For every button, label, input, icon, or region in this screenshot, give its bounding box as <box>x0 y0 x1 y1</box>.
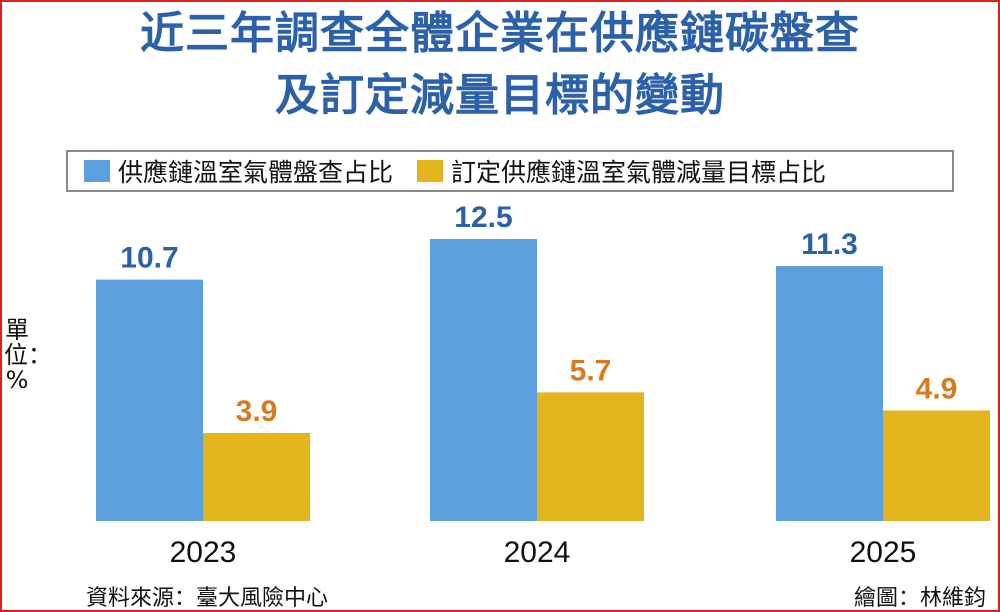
chart-legend: 供應鏈溫室氣體盤查占比 訂定供應鏈溫室氣體減量目標占比 <box>66 150 954 192</box>
credit-note: 繪圖：林維鈞 <box>853 586 986 611</box>
data-label-survey-2025: 11.3 <box>801 228 858 261</box>
legend-label-target: 訂定供應鏈溫室氣體減量目標占比 <box>451 158 827 187</box>
bar-survey-2023 <box>96 279 203 521</box>
bar-target-2023 <box>203 433 310 521</box>
data-label-target-2023: 3.9 <box>236 395 278 428</box>
x-tick-label-2025: 2025 <box>850 536 917 569</box>
x-tick-label-2023: 2023 <box>170 536 237 569</box>
legend-swatch-target <box>417 160 444 182</box>
data-label-survey-2024: 12.5 <box>454 201 512 234</box>
data-label-target-2025: 4.9 <box>916 372 958 405</box>
source-note: 資料來源：臺大風險中心 <box>86 586 329 611</box>
bar-target-2025 <box>883 410 990 521</box>
x-tick-label-2024: 2024 <box>504 536 571 569</box>
legend-item-target: 訂定供應鏈溫室氣體減量目標占比 <box>417 153 826 189</box>
legend-swatch-survey <box>84 160 110 182</box>
bar-survey-2024 <box>430 239 537 521</box>
data-label-survey-2023: 10.7 <box>120 242 178 275</box>
chart-title-line1: 近三年調查全體企業在供應鏈碳盤查 <box>140 8 860 59</box>
legend-item-survey: 供應鏈溫室氣體盤查占比 <box>84 153 393 189</box>
bar-target-2024 <box>537 392 644 521</box>
legend-label-survey: 供應鏈溫室氣體盤查占比 <box>118 158 394 187</box>
bar-survey-2025 <box>776 266 883 521</box>
chart-title-line2: 及訂定減量目標的變動 <box>275 70 725 121</box>
data-label-target-2024: 5.7 <box>570 354 612 387</box>
